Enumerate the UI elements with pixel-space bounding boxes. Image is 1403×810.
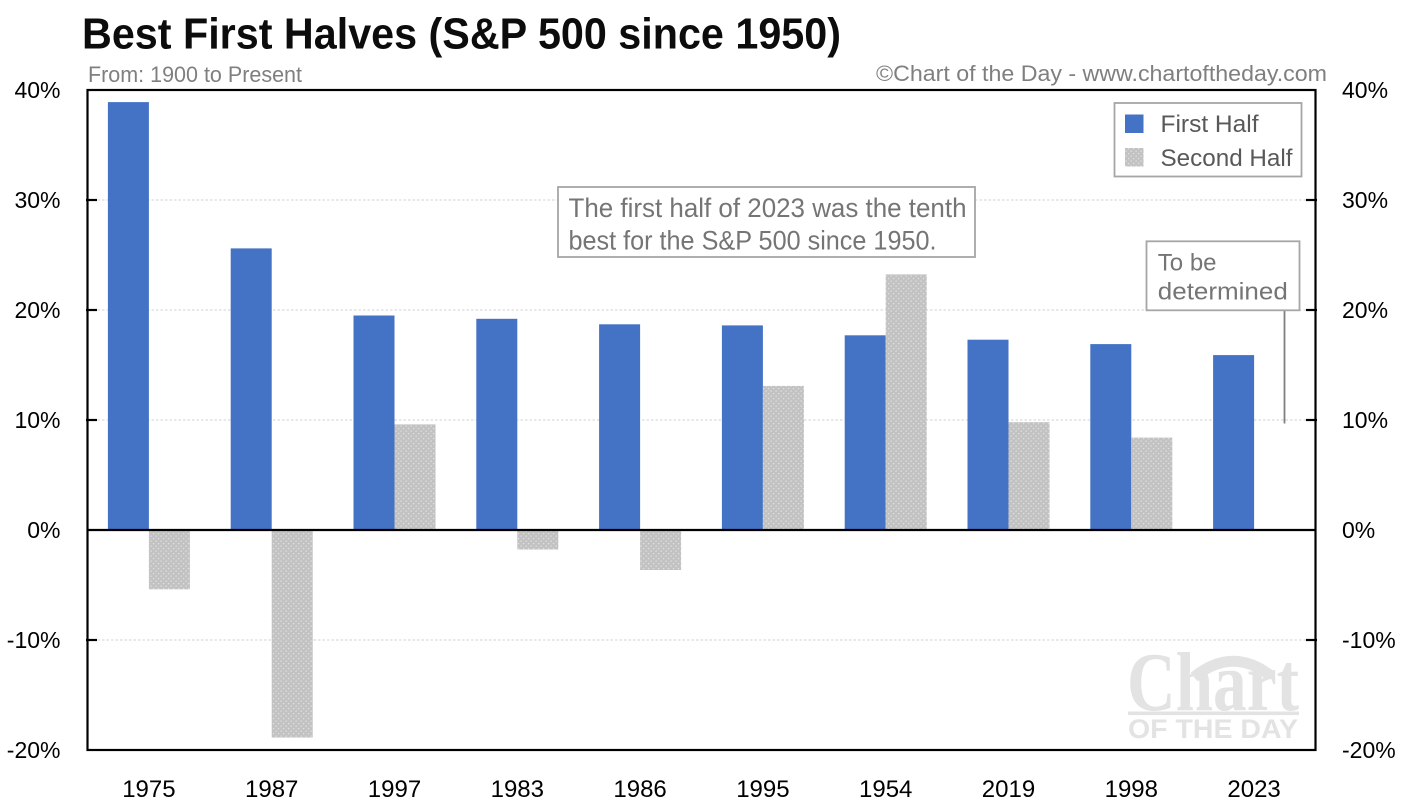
svg-text:1954: 1954 bbox=[859, 776, 912, 803]
svg-text:-20%: -20% bbox=[1342, 737, 1396, 763]
svg-text:1983: 1983 bbox=[491, 776, 544, 803]
svg-text:best for the S&P 500 since 195: best for the S&P 500 since 1950. bbox=[569, 226, 937, 256]
svg-text:First Half: First Half bbox=[1161, 111, 1259, 138]
svg-text:30%: 30% bbox=[14, 187, 60, 213]
svg-text:1987: 1987 bbox=[245, 776, 298, 803]
svg-text:To be: To be bbox=[1158, 250, 1217, 277]
svg-text:1998: 1998 bbox=[1105, 776, 1158, 803]
svg-text:0%: 0% bbox=[1342, 517, 1375, 543]
svg-text:1995: 1995 bbox=[736, 776, 789, 803]
svg-text:The first half of 2023 was the: The first half of 2023 was the tenth bbox=[569, 193, 967, 223]
svg-text:-10%: -10% bbox=[7, 627, 61, 653]
svg-text:20%: 20% bbox=[14, 297, 60, 323]
svg-text:40%: 40% bbox=[1342, 77, 1388, 103]
svg-text:2019: 2019 bbox=[982, 776, 1035, 803]
svg-text:10%: 10% bbox=[1342, 407, 1388, 433]
svg-text:determined: determined bbox=[1158, 279, 1288, 306]
svg-text:0%: 0% bbox=[27, 517, 60, 543]
svg-text:OF THE DAY: OF THE DAY bbox=[1128, 714, 1298, 744]
svg-text:40%: 40% bbox=[14, 77, 60, 103]
svg-text:-20%: -20% bbox=[7, 737, 61, 763]
svg-text:©Chart of the Day - www.charto: ©Chart of the Day - www.chartoftheday.co… bbox=[876, 61, 1327, 86]
svg-text:1975: 1975 bbox=[122, 776, 175, 803]
svg-text:20%: 20% bbox=[1342, 297, 1388, 323]
svg-text:-10%: -10% bbox=[1342, 627, 1396, 653]
svg-text:Second Half: Second Half bbox=[1161, 145, 1293, 172]
svg-text:10%: 10% bbox=[14, 407, 60, 433]
svg-text:From: 1900 to Present: From: 1900 to Present bbox=[88, 62, 302, 87]
svg-text:1997: 1997 bbox=[368, 776, 421, 803]
svg-text:1986: 1986 bbox=[613, 776, 666, 803]
svg-text:2023: 2023 bbox=[1227, 776, 1280, 803]
svg-text:Best First Halves (S&P 500 sin: Best First Halves (S&P 500 since 1950) bbox=[82, 10, 841, 59]
svg-text:30%: 30% bbox=[1342, 187, 1388, 213]
